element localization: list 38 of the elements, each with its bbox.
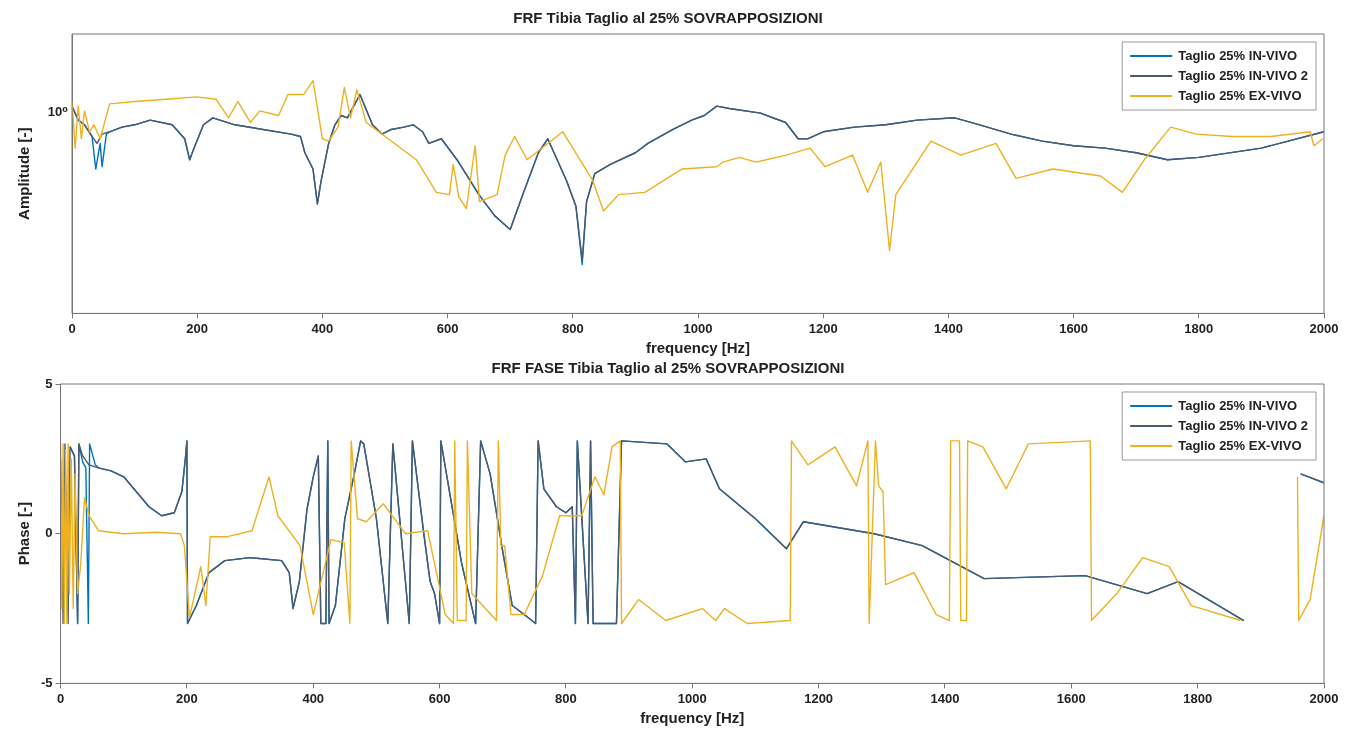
x-tick-label: 1400 [933, 320, 963, 336]
x-tick-label: 400 [311, 320, 334, 336]
legend-label: Taglio 25% IN-VIVO 2 [1178, 417, 1309, 433]
legend-label: Taglio 25% EX-VIVO [1178, 437, 1302, 453]
x-tick-label: 2000 [1309, 320, 1339, 336]
chart-title: FRF FASE Tibia Taglio al 25% SOVRAPPOSIZIONI [491, 359, 845, 377]
x-tick-label: 200 [176, 690, 198, 706]
x-tick-label: 1400 [930, 690, 960, 706]
x-tick-label: 1000 [677, 690, 707, 706]
x-tick-label: 1800 [1183, 690, 1213, 706]
y-tick-label: -5 [41, 674, 53, 690]
text: 10⁰ [47, 103, 69, 119]
legend-label: Taglio 25% EX-VIVO [1178, 87, 1302, 103]
x-tick-label: 0 [68, 320, 76, 336]
y-axis-title: Amplitude [-] [15, 127, 33, 220]
legend-label: Taglio 25% IN-VIVO 2 [1178, 67, 1309, 83]
x-tick-label: 2000 [1309, 690, 1339, 706]
x-tick-label: 800 [555, 690, 577, 706]
y-axis-title: Phase [-] [15, 502, 33, 566]
x-axis-title: frequency [Hz] [645, 339, 751, 357]
y-tick-label: 0 [45, 525, 53, 541]
x-tick-label: 800 [561, 320, 584, 336]
x-tick-label: 400 [302, 690, 325, 706]
x-tick-label: 1000 [683, 320, 713, 336]
x-axis-title: frequency [Hz] [640, 709, 745, 727]
legend-label: Taglio 25% IN-VIVO [1178, 47, 1298, 63]
x-tick-label: 1800 [1184, 320, 1214, 336]
x-tick-label: 1600 [1056, 690, 1086, 706]
x-tick-label: 600 [436, 320, 459, 336]
chart-title: FRF Tibia Taglio al 25% SOVRAPPOSIZIONI [513, 9, 823, 27]
x-tick-label: 200 [186, 320, 209, 336]
x-tick-label: 1200 [804, 690, 834, 706]
y-tick-label: 5 [45, 375, 53, 391]
x-tick-label: 1200 [808, 320, 838, 336]
legend-label: Taglio 25% IN-VIVO [1178, 397, 1298, 413]
x-tick-label: 0 [56, 690, 65, 706]
x-tick-label: 600 [428, 690, 451, 706]
x-tick-label: 1600 [1059, 320, 1089, 336]
